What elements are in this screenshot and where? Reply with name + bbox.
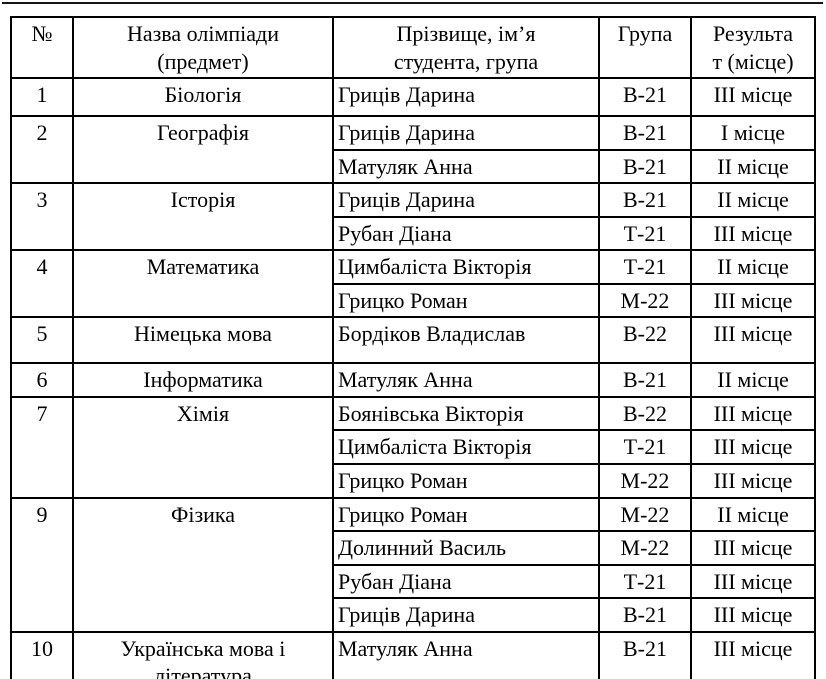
table-row: Долинний Василь М-22 ІІІ місце [11, 530, 816, 566]
group-cell: В-21 [598, 630, 692, 679]
result-cell: ІІІ місце [690, 77, 816, 117]
header-result: Результа т (місце) [690, 16, 816, 79]
student-name-cell: Гриців Дарина [332, 77, 600, 117]
table-row: Рубан Діана Т-21 ІІІ місце [11, 215, 816, 251]
subject-cell: Історія [72, 182, 334, 251]
group-cell: В-21 [598, 77, 692, 117]
number-cell: 5 [10, 316, 74, 364]
group-cell: В-21 [598, 182, 692, 218]
subject-cell: Біологія [72, 77, 334, 117]
result-cell: ІІ місце [690, 249, 816, 285]
result-cell: ІІІ місце [690, 563, 816, 599]
student-name-cell: Гриців Дарина [332, 182, 600, 218]
table-row: 3 Історія Гриців Дарина В-21 ІІ місце [10, 182, 816, 251]
student-name-cell: Гриців Дарина [332, 597, 600, 633]
group-cell: Т-21 [598, 249, 692, 285]
subject-cell: Німецька мова [72, 316, 334, 364]
result-cell: ІІІ місце [690, 395, 816, 431]
subject-cell: Математика [72, 249, 334, 318]
student-name-cell: Грицко Роман [332, 463, 600, 499]
group-cell: Т-21 [598, 429, 692, 465]
table-row: 7 Хімія Боянівська Вікторія В-22 ІІІ міс… [10, 395, 816, 499]
header-olympiad-name: Назва олімпіади (предмет) [72, 16, 334, 79]
student-name-cell: Цимбаліста Вікторія [332, 429, 600, 465]
table-row: 5 Німецька мова Бордіков Владислав В-22 … [10, 316, 816, 364]
table-row: Матуляк Анна В-21 ІІ місце [11, 148, 816, 184]
result-cell: І місце [690, 115, 816, 151]
student-name-cell: Матуляк Анна [332, 148, 600, 184]
group-cell: М-22 [598, 496, 692, 532]
group-cell: В-21 [598, 362, 692, 398]
subject-cell: Фізика [72, 496, 334, 633]
student-name-cell: Матуляк Анна [332, 630, 600, 679]
student-name-cell: Боянівська Вікторія [332, 395, 600, 431]
header-group: Група [598, 16, 692, 79]
number-cell: 1 [10, 77, 74, 117]
group-cell: Т-21 [598, 563, 692, 599]
result-cell: ІІ місце [690, 362, 816, 398]
result-cell: ІІ місце [690, 182, 816, 218]
group-cell: В-21 [598, 115, 692, 151]
table-row: Грицко Роман М-22 ІІІ місце [11, 463, 816, 499]
result-cell: ІІІ місце [690, 597, 816, 633]
page-top-rule [2, 2, 823, 4]
result-cell: ІІІ місце [690, 215, 816, 251]
number-cell: 6 [10, 362, 74, 398]
header-row: № Назва олімпіади (предмет) Прізвище, ім… [10, 16, 816, 79]
number-cell: 7 [10, 395, 74, 499]
subject-cell: Географія [72, 115, 334, 184]
student-name-cell: Бордіков Владислав [332, 316, 600, 364]
result-cell: ІІІ місце [690, 463, 816, 499]
student-name-cell: Грицко Роман [332, 496, 600, 532]
group-cell: В-21 [598, 597, 692, 633]
number-cell: 9 [10, 496, 74, 633]
number-cell: 3 [10, 182, 74, 251]
table-row: 6 Інформатика Матуляк Анна В-21 ІІ місце [10, 362, 816, 398]
table-row: Грицко Роман М-22 ІІІ місце [11, 282, 816, 318]
table-row: 1 Біологія Гриців Дарина В-21 ІІІ місце [10, 77, 816, 117]
number-cell: 2 [10, 115, 74, 184]
result-cell: ІІІ місце [690, 530, 816, 566]
subject-cell: Українська мова і література [72, 630, 334, 679]
group-cell: В-22 [598, 395, 692, 431]
group-cell: В-22 [598, 316, 692, 364]
number-cell: 4 [10, 249, 74, 318]
table-row: 9 Фізика Грицко Роман М-22 ІІ місце [10, 496, 816, 633]
group-cell: М-22 [598, 282, 692, 318]
table-row: Гриців Дарина В-21 ІІІ місце [11, 597, 816, 633]
table-row: 2 Географія Гриців Дарина В-21 І місце [10, 115, 816, 184]
student-name-cell: Грицко Роман [332, 282, 600, 318]
table-row: 4 Математика Цимбаліста Вікторія Т-21 ІІ… [10, 249, 816, 318]
student-name-cell: Долинний Василь [332, 530, 600, 566]
student-name-cell: Гриців Дарина [332, 115, 600, 151]
result-cell: ІІ місце [690, 496, 816, 532]
table-row: Цимбаліста Вікторія Т-21 ІІІ місце [11, 429, 816, 465]
group-cell: М-22 [598, 463, 692, 499]
header-number: № [10, 16, 74, 79]
group-cell: В-21 [598, 148, 692, 184]
result-cell: ІІІ місце [690, 282, 816, 318]
table-row: 10 Українська мова і література Матуляк … [10, 630, 816, 679]
group-cell: М-22 [598, 530, 692, 566]
result-cell: ІІІ місце [690, 429, 816, 465]
table-row: Рубан Діана Т-21 ІІІ місце [11, 563, 816, 599]
result-cell: ІІ місце [690, 148, 816, 184]
subject-cell: Хімія [72, 395, 334, 499]
student-name-cell: Матуляк Анна [332, 362, 600, 398]
olympiad-results-table: № Назва олімпіади (предмет) Прізвище, ім… [10, 16, 816, 679]
student-name-cell: Рубан Діана [332, 215, 600, 251]
result-cell: ІІІ місце [690, 316, 816, 364]
number-cell: 10 [10, 630, 74, 679]
student-name-cell: Рубан Діана [332, 563, 600, 599]
student-name-cell: Цимбаліста Вікторія [332, 249, 600, 285]
header-student-name: Прізвище, ім’я студента, група [332, 16, 600, 79]
subject-cell: Інформатика [72, 362, 334, 398]
group-cell: Т-21 [598, 215, 692, 251]
result-cell: ІІІ місце [690, 630, 816, 679]
